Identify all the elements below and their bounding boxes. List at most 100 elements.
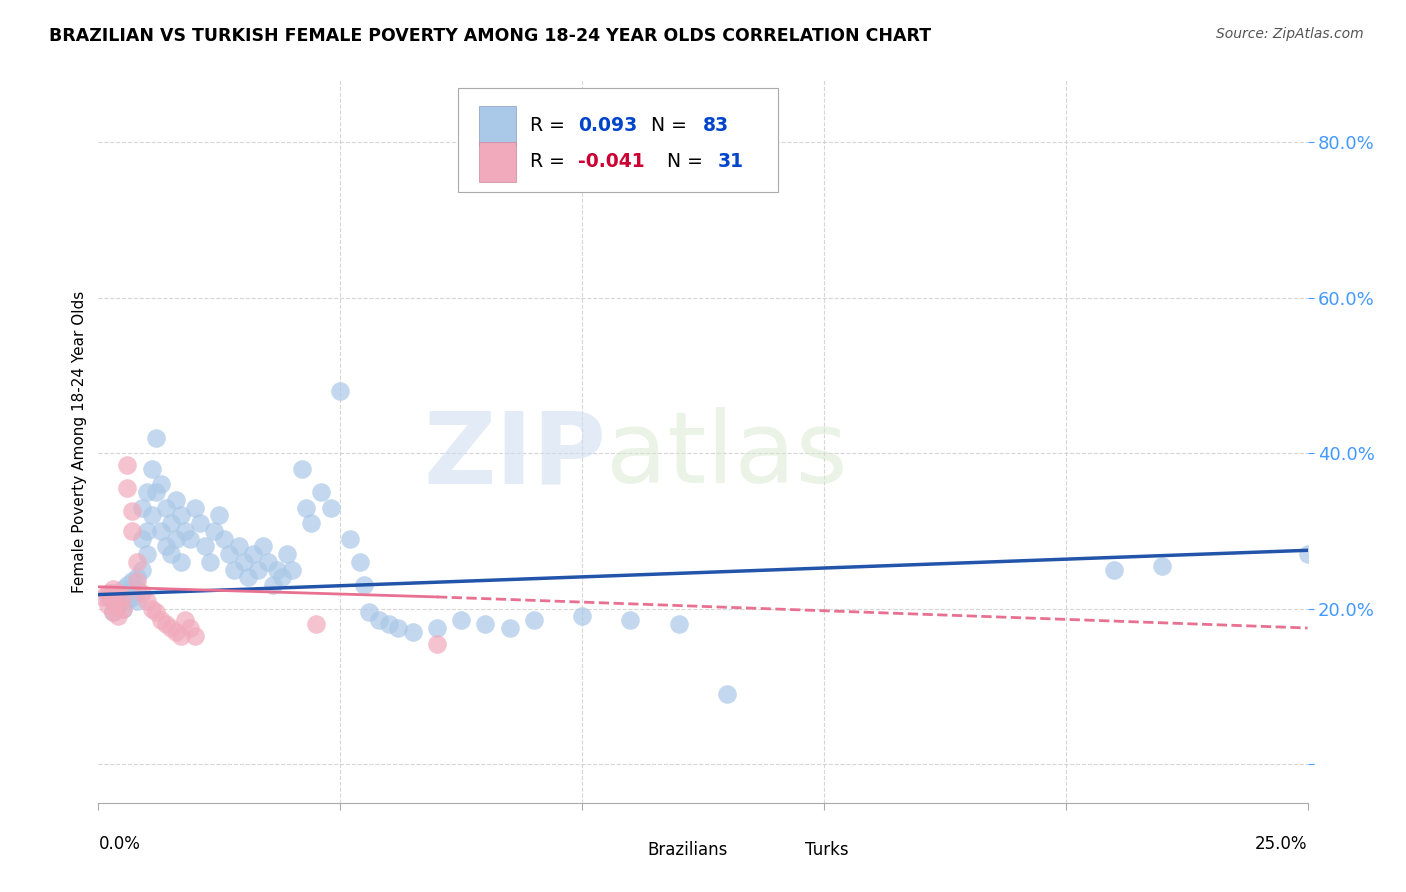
Point bbox=[169, 629, 191, 643]
Point bbox=[101, 606, 124, 620]
Text: 83: 83 bbox=[703, 116, 730, 136]
Point bbox=[359, 606, 381, 620]
Point bbox=[208, 508, 231, 523]
Point bbox=[179, 621, 201, 635]
Point bbox=[309, 485, 332, 500]
Point bbox=[107, 594, 129, 608]
Point bbox=[271, 570, 294, 584]
FancyBboxPatch shape bbox=[606, 843, 636, 857]
Point bbox=[184, 500, 207, 515]
Point bbox=[127, 574, 149, 589]
Point bbox=[668, 617, 690, 632]
Text: N =: N = bbox=[638, 116, 693, 136]
Point bbox=[131, 532, 153, 546]
FancyBboxPatch shape bbox=[479, 142, 516, 182]
Point bbox=[165, 624, 187, 639]
Point bbox=[117, 594, 139, 608]
Point bbox=[247, 563, 270, 577]
Point bbox=[101, 594, 124, 608]
Point bbox=[121, 590, 143, 604]
Point bbox=[165, 532, 187, 546]
Point bbox=[121, 504, 143, 518]
Point bbox=[426, 621, 449, 635]
Point bbox=[353, 578, 375, 592]
Text: ZIP: ZIP bbox=[423, 408, 606, 505]
Point bbox=[145, 431, 167, 445]
Point bbox=[111, 590, 134, 604]
Point bbox=[174, 524, 197, 538]
Point bbox=[155, 540, 177, 554]
Text: -0.041: -0.041 bbox=[578, 153, 645, 171]
Point bbox=[111, 601, 134, 615]
Point bbox=[194, 540, 217, 554]
Point bbox=[299, 516, 322, 530]
Point bbox=[135, 485, 157, 500]
Point bbox=[295, 500, 318, 515]
Point bbox=[111, 601, 134, 615]
Point bbox=[498, 621, 520, 635]
Point bbox=[135, 547, 157, 561]
Point bbox=[474, 617, 496, 632]
FancyBboxPatch shape bbox=[479, 106, 516, 145]
Text: Turks: Turks bbox=[804, 841, 848, 859]
Point bbox=[377, 617, 399, 632]
Text: 0.093: 0.093 bbox=[578, 116, 638, 136]
Point bbox=[619, 613, 641, 627]
Point bbox=[174, 613, 197, 627]
Text: atlas: atlas bbox=[606, 408, 848, 505]
Text: 25.0%: 25.0% bbox=[1256, 835, 1308, 854]
Point bbox=[212, 532, 235, 546]
Point bbox=[1152, 558, 1174, 573]
Point bbox=[127, 555, 149, 569]
Point bbox=[238, 570, 260, 584]
Text: R =: R = bbox=[530, 116, 571, 136]
Point bbox=[101, 582, 124, 596]
Point bbox=[228, 540, 250, 554]
Point bbox=[145, 485, 167, 500]
Text: 31: 31 bbox=[717, 153, 744, 171]
Point bbox=[101, 606, 124, 620]
Point bbox=[97, 590, 120, 604]
Point bbox=[281, 563, 304, 577]
Point bbox=[121, 524, 143, 538]
Point bbox=[290, 461, 312, 475]
Point bbox=[179, 532, 201, 546]
Point bbox=[204, 524, 226, 538]
Point bbox=[232, 555, 254, 569]
Point bbox=[141, 601, 163, 615]
Point bbox=[266, 563, 288, 577]
Point bbox=[1296, 547, 1319, 561]
Point bbox=[188, 516, 211, 530]
Point bbox=[387, 621, 409, 635]
Point bbox=[121, 574, 143, 589]
Point bbox=[107, 586, 129, 600]
Point bbox=[402, 624, 425, 639]
Point bbox=[131, 563, 153, 577]
Point bbox=[426, 636, 449, 650]
Point bbox=[165, 492, 187, 507]
Point bbox=[160, 547, 183, 561]
Text: R =: R = bbox=[530, 153, 571, 171]
Point bbox=[150, 613, 173, 627]
Point bbox=[141, 508, 163, 523]
Point bbox=[349, 555, 371, 569]
Point bbox=[117, 481, 139, 495]
Point bbox=[111, 582, 134, 596]
Point bbox=[218, 547, 240, 561]
Point bbox=[117, 578, 139, 592]
Text: BRAZILIAN VS TURKISH FEMALE POVERTY AMONG 18-24 YEAR OLDS CORRELATION CHART: BRAZILIAN VS TURKISH FEMALE POVERTY AMON… bbox=[49, 27, 931, 45]
Point bbox=[150, 524, 173, 538]
Point bbox=[571, 609, 593, 624]
Point bbox=[368, 613, 391, 627]
Point bbox=[169, 508, 191, 523]
Point bbox=[117, 586, 139, 600]
Point bbox=[262, 578, 284, 592]
Point bbox=[101, 586, 124, 600]
Point bbox=[107, 598, 129, 612]
Point bbox=[160, 621, 183, 635]
Point bbox=[450, 613, 472, 627]
Text: Brazilians: Brazilians bbox=[647, 841, 728, 859]
Point bbox=[91, 590, 114, 604]
Point bbox=[339, 532, 361, 546]
Text: Source: ZipAtlas.com: Source: ZipAtlas.com bbox=[1216, 27, 1364, 41]
